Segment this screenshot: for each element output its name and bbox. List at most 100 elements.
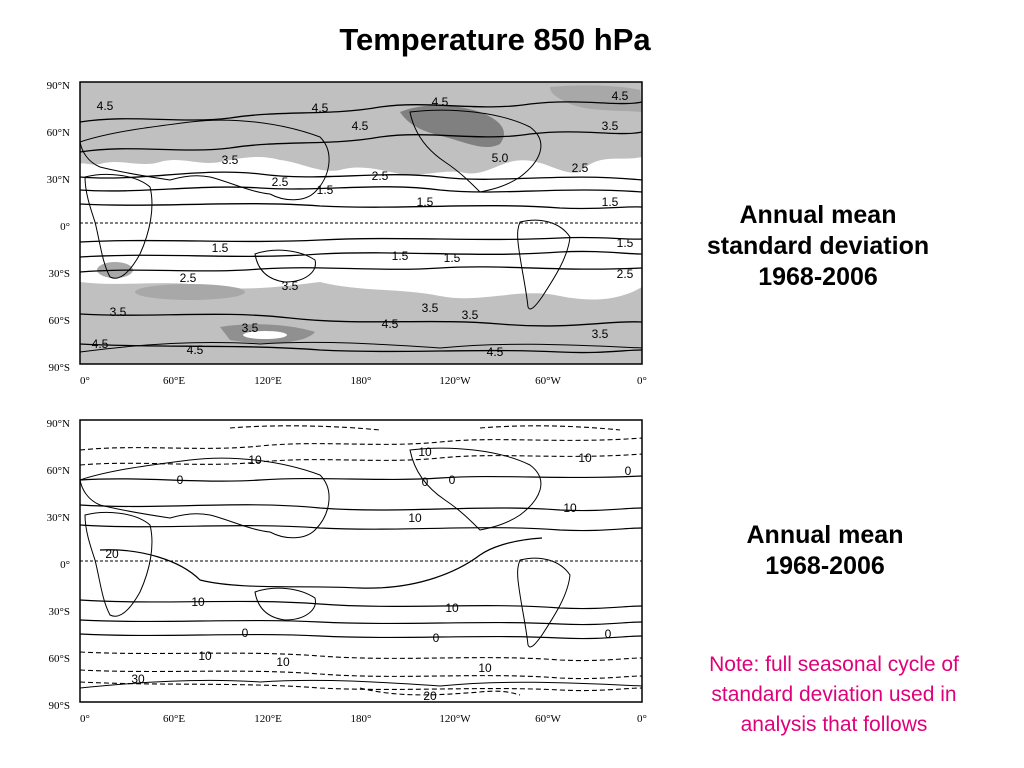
coast-australia xyxy=(254,587,316,621)
contour-label: 1.5 xyxy=(417,195,434,209)
mean-map-svg: 10 10 10 0 0 0 10 0 10 20 10 10 0 0 0 10… xyxy=(47,418,647,725)
lon-tick: 120°E xyxy=(254,713,282,725)
contour-label: 4.5 xyxy=(312,101,329,115)
mean-map: 10 10 10 0 0 0 10 0 10 20 10 10 0 0 0 10… xyxy=(30,410,670,728)
contour-label: 4.5 xyxy=(92,337,109,351)
std-dev-map: 4.5 4.5 4.5 4.5 4.5 3.5 5.0 3.5 2.5 2.5 … xyxy=(30,72,670,392)
lat-tick: 30°S xyxy=(48,268,70,280)
lat-tick: 30°S xyxy=(48,606,70,618)
contour-label: 20 xyxy=(423,689,437,703)
shade-dark-ne xyxy=(550,85,642,112)
lat-tick: 30°N xyxy=(47,512,70,524)
coast-antarctica xyxy=(79,679,643,689)
contour-label: 3.5 xyxy=(462,308,479,322)
contour-label: 10 xyxy=(248,453,262,467)
contour-label: 10 xyxy=(445,601,459,615)
lon-tick: 0° xyxy=(80,713,90,725)
contour-label: 3.5 xyxy=(282,279,299,293)
contour-label: 3.5 xyxy=(222,153,239,167)
contour-label: 2.5 xyxy=(572,161,589,175)
coast-n-america xyxy=(409,109,542,193)
lon-tick: 60°E xyxy=(163,375,185,387)
contour-label: 4.5 xyxy=(487,345,504,359)
contour-label: 4.5 xyxy=(187,343,204,357)
lon-tick: 0° xyxy=(637,713,647,725)
contour-label: 10 xyxy=(276,655,290,669)
std-dev-map-svg: 4.5 4.5 4.5 4.5 4.5 3.5 5.0 3.5 2.5 2.5 … xyxy=(47,80,647,387)
contour-label: 1.5 xyxy=(212,241,229,255)
coast-africa xyxy=(84,173,153,279)
shade-north xyxy=(80,82,642,175)
contour-label: 10 xyxy=(578,451,592,465)
contour-label: 1.5 xyxy=(392,249,409,263)
lat-tick: 90°N xyxy=(47,80,70,92)
contour-label: 10 xyxy=(191,595,205,609)
lon-tick: 180° xyxy=(351,375,372,387)
coast-antarctica xyxy=(79,341,643,353)
coast-eurasia xyxy=(79,119,330,201)
contour-label: 0 xyxy=(449,473,456,487)
lat-tick: 90°N xyxy=(47,418,70,430)
coast-s-america xyxy=(517,219,571,310)
coast-africa xyxy=(84,511,153,617)
lon-tick: 120°W xyxy=(439,713,471,725)
lon-tick: 120°W xyxy=(439,375,471,387)
contour-label: 4.5 xyxy=(612,89,629,103)
contour-label: 10 xyxy=(478,661,492,675)
contour-label: 3.5 xyxy=(242,321,259,335)
lon-tick: 60°E xyxy=(163,713,185,725)
map-frame xyxy=(79,419,643,703)
lon-tick: 120°E xyxy=(254,375,282,387)
caption-line: standard deviation xyxy=(706,232,930,260)
contour-label: 3.5 xyxy=(422,301,439,315)
coast-n-america xyxy=(409,447,542,531)
caption-line: 1968-2006 xyxy=(765,552,885,580)
contour-label: 3.5 xyxy=(592,327,609,341)
contour-label: 10 xyxy=(408,511,422,525)
contour-label: 4.5 xyxy=(352,119,369,133)
lat-tick: 60°N xyxy=(47,127,70,139)
mean-panel-caption: Annual mean 1968-2006 xyxy=(690,520,960,582)
contour-label: 10 xyxy=(198,649,212,663)
contour-label: 2.5 xyxy=(272,175,289,189)
caption-line: Annual mean xyxy=(746,521,904,549)
contour-label: 4.5 xyxy=(97,99,114,113)
caption-line: Annual mean xyxy=(739,201,897,229)
contour-label: 0 xyxy=(625,464,632,478)
contour-label: 30 xyxy=(131,672,145,686)
contour-label: 1.5 xyxy=(602,195,619,209)
contour-label: 2.5 xyxy=(372,169,389,183)
lat-tick: 90°S xyxy=(48,700,70,712)
contour-label: 0 xyxy=(605,627,612,641)
map-frame xyxy=(79,81,643,365)
contour-label: 3.5 xyxy=(110,305,127,319)
contour-label: 4.5 xyxy=(382,317,399,331)
lon-tick: 0° xyxy=(637,375,647,387)
contour-label: 1.5 xyxy=(617,236,634,250)
lat-tick: 60°S xyxy=(48,315,70,327)
contour-label: 0 xyxy=(422,475,429,489)
lat-tick: 60°S xyxy=(48,653,70,665)
lat-tick: 30°N xyxy=(47,174,70,186)
analysis-note: Note: full seasonal cycle of standard de… xyxy=(709,653,959,736)
contour-label: 1.5 xyxy=(444,251,461,265)
contour-label: 10 xyxy=(563,501,577,515)
contour-label: 0 xyxy=(242,626,249,640)
lon-tick: 60°W xyxy=(535,375,561,387)
shade-south xyxy=(80,282,642,364)
caption-line: 1968-2006 xyxy=(758,263,878,291)
lat-tick: 0° xyxy=(60,559,70,571)
contour-label: 0 xyxy=(433,631,440,645)
contour-label: 0 xyxy=(177,473,184,487)
page-title: Temperature 850 hPa xyxy=(339,22,651,57)
lat-tick: 0° xyxy=(60,221,70,233)
std-panel-caption: Annual mean standard deviation 1968-2006 xyxy=(668,200,968,293)
contour-label: 2.5 xyxy=(617,267,634,281)
lon-tick: 0° xyxy=(80,375,90,387)
shade-south-peak xyxy=(243,331,287,339)
lat-tick: 90°S xyxy=(48,362,70,374)
contour-label: 5.0 xyxy=(492,151,509,165)
coast-australia xyxy=(254,249,316,283)
contour-label: 1.5 xyxy=(317,183,334,197)
contour-label: 10 xyxy=(418,445,432,459)
